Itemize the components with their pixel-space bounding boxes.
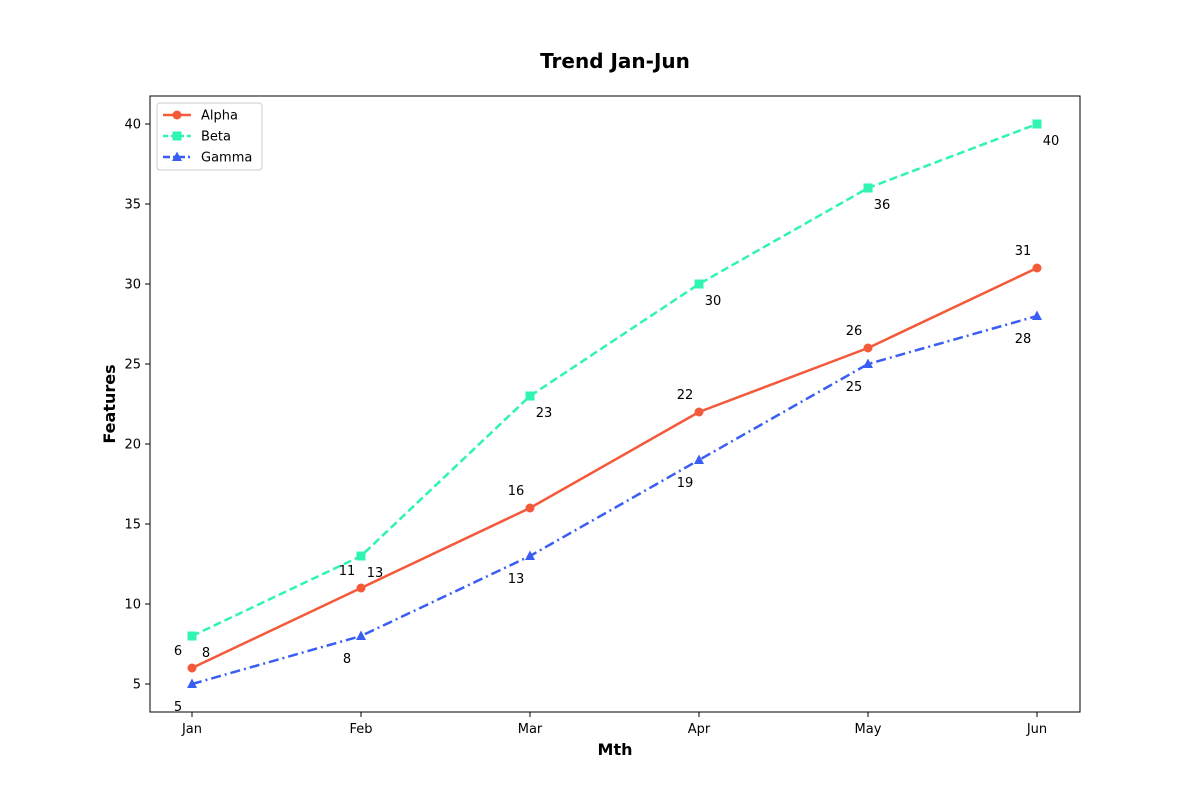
x-tick-label-may: May xyxy=(855,722,882,737)
x-tick-label-apr: Apr xyxy=(688,722,711,737)
point-alpha-may xyxy=(863,343,873,353)
data-label-gamma-apr: 19 xyxy=(677,476,694,491)
y-tick-label-10: 10 xyxy=(124,598,141,613)
x-tick-label-jun: Jun xyxy=(1026,722,1047,737)
legend-item-beta: Beta xyxy=(163,130,231,145)
data-label-beta-jan: 8 xyxy=(202,646,210,661)
data-label-gamma-feb: 8 xyxy=(343,652,351,667)
series-line-alpha xyxy=(191,266,1038,670)
point-beta-jan xyxy=(187,631,197,641)
x-axis-ticks: Jan Feb Mar Apr May Jun xyxy=(181,712,1047,737)
series-beta xyxy=(187,119,1042,641)
data-label-beta-feb: 13 xyxy=(367,566,384,581)
x-tick-label-mar: Mar xyxy=(518,722,543,737)
data-label-beta-jun: 40 xyxy=(1043,134,1060,149)
point-gamma-feb xyxy=(356,630,366,640)
y-tick-label-30: 30 xyxy=(124,278,141,293)
legend-item-gamma: Gamma xyxy=(163,151,252,166)
point-gamma-may xyxy=(863,358,873,368)
chart-title: Trend Jan-Jun xyxy=(540,49,690,73)
point-alpha-jan xyxy=(187,663,197,673)
series-line-gamma xyxy=(191,314,1038,686)
y-axis-label: Features xyxy=(100,364,119,443)
point-alpha-jun xyxy=(1032,263,1042,273)
legend-marker-gamma xyxy=(172,151,182,161)
y-tick-label-40: 40 xyxy=(124,118,141,133)
data-label-gamma-jan: 5 xyxy=(174,700,182,715)
series-layer xyxy=(187,119,1042,688)
y-tick-label-25: 25 xyxy=(124,358,141,373)
data-label-beta-apr: 30 xyxy=(705,294,722,309)
point-alpha-mar xyxy=(525,503,535,513)
point-beta-jun xyxy=(1032,119,1042,129)
x-tick-label-feb: Feb xyxy=(349,722,372,737)
point-gamma-jun xyxy=(1032,310,1042,320)
legend-label-beta: Beta xyxy=(201,130,231,145)
x-axis-label: Mth xyxy=(598,740,633,759)
series-alpha xyxy=(187,263,1042,673)
legend-label-gamma: Gamma xyxy=(201,151,252,166)
legend-box xyxy=(156,102,263,171)
data-label-gamma-jun: 28 xyxy=(1015,332,1032,347)
y-tick-label-20: 20 xyxy=(124,438,141,453)
x-tick-label-jan: Jan xyxy=(181,722,202,737)
data-label-beta-may: 36 xyxy=(874,198,891,213)
data-labels: 6 11 16 22 26 31 8 13 23 30 36 40 5 8 13 19 25 28 xyxy=(174,134,1059,715)
legend-item-alpha: Alpha xyxy=(163,109,238,124)
point-beta-may xyxy=(863,183,873,193)
data-label-alpha-jun: 31 xyxy=(1015,244,1032,259)
point-beta-mar xyxy=(525,391,535,401)
legend-marker-beta xyxy=(172,131,182,141)
data-label-beta-mar: 23 xyxy=(536,406,553,421)
data-label-gamma-may: 25 xyxy=(846,380,863,395)
legend-marker-alpha xyxy=(172,110,182,120)
point-beta-apr xyxy=(694,279,704,289)
series-line-beta xyxy=(191,122,1038,638)
y-axis-ticks: 5 10 15 20 25 30 35 40 xyxy=(124,118,150,693)
y-tick-label-5: 5 xyxy=(133,678,141,693)
y-tick-label-35: 35 xyxy=(124,198,141,213)
data-label-alpha-feb: 11 xyxy=(339,564,356,579)
data-label-alpha-mar: 16 xyxy=(508,484,525,499)
data-label-gamma-mar: 13 xyxy=(508,572,525,587)
point-alpha-apr xyxy=(694,407,704,417)
legend: Alpha Beta Gamma xyxy=(156,102,263,171)
point-alpha-feb xyxy=(356,583,366,593)
point-gamma-mar xyxy=(525,550,535,560)
series-gamma xyxy=(187,310,1042,688)
data-label-alpha-apr: 22 xyxy=(677,388,694,403)
plot-area-frame xyxy=(149,95,1081,713)
legend-label-alpha: Alpha xyxy=(201,109,238,124)
data-label-alpha-jan: 6 xyxy=(174,644,182,659)
point-gamma-apr xyxy=(694,454,704,464)
point-gamma-jan xyxy=(187,678,197,688)
data-label-alpha-may: 26 xyxy=(846,324,863,339)
y-tick-label-15: 15 xyxy=(124,518,141,533)
point-beta-feb xyxy=(356,551,366,561)
